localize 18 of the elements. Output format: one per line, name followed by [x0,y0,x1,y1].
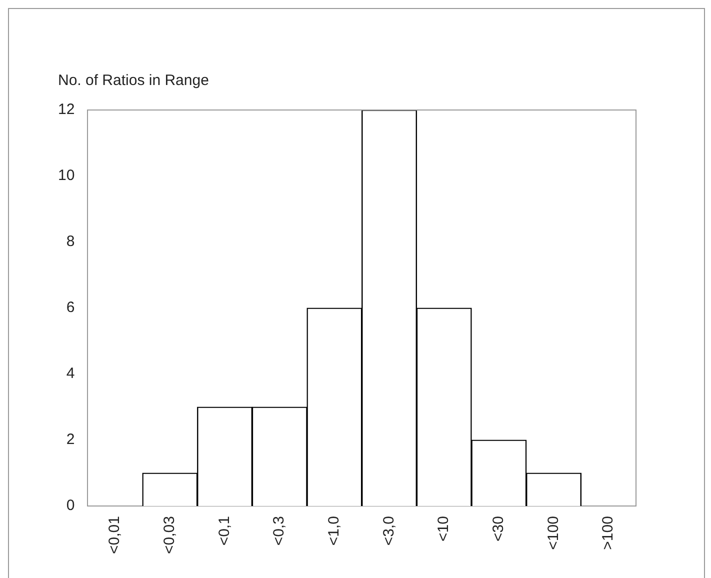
y-tick-label: 8 [66,233,75,250]
x-tick-label: <0,1 [216,516,233,546]
y-tick-label: 6 [66,299,75,316]
x-tick-label: <100 [544,516,562,550]
y-tick-label: 0 [66,497,75,514]
x-tick-label: <30 [490,516,508,542]
y-tick-label: 10 [58,167,75,184]
y-tick-label: 2 [66,431,75,448]
x-tick-label: <10 [435,516,452,542]
y-tick-label: 12 [58,101,75,118]
x-tick-label: <1,0 [326,516,343,546]
x-tick-label: <0,3 [270,516,288,546]
x-tick-label: <0,03 [161,516,178,554]
y-axis-title: No. of Ratios in Range [58,72,209,89]
x-tick-label: <0,01 [106,516,124,554]
y-tick-label: 4 [66,365,75,382]
x-tick-label: >100 [600,516,617,550]
x-tick-label: <3,0 [380,516,398,546]
